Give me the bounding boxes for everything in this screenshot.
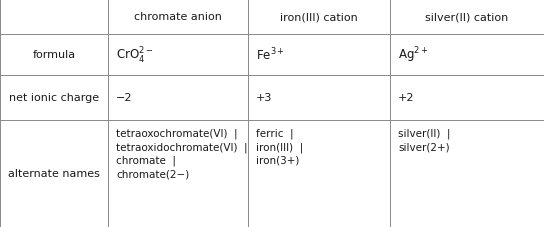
Text: silver(II) cation: silver(II) cation bbox=[425, 12, 509, 22]
Text: +2: +2 bbox=[398, 93, 415, 103]
Text: formula: formula bbox=[33, 50, 76, 60]
Text: $\mathregular{Fe^{3+}}$: $\mathregular{Fe^{3+}}$ bbox=[256, 47, 285, 64]
Text: chromate(2−): chromate(2−) bbox=[116, 169, 189, 179]
Text: tetraoxochromate(VI)  |: tetraoxochromate(VI) | bbox=[116, 128, 238, 139]
Text: +3: +3 bbox=[256, 93, 273, 103]
Text: chromate  |: chromate | bbox=[116, 155, 176, 166]
Text: alternate names: alternate names bbox=[8, 169, 100, 179]
Text: silver(2+): silver(2+) bbox=[398, 142, 450, 152]
Text: tetraoxidochromate(VI)  |: tetraoxidochromate(VI) | bbox=[116, 142, 248, 152]
Text: silver(II)  |: silver(II) | bbox=[398, 128, 450, 139]
Text: −2: −2 bbox=[116, 93, 133, 103]
Text: $\mathregular{CrO_4^{2-}}$: $\mathregular{CrO_4^{2-}}$ bbox=[116, 45, 153, 65]
Text: $\mathregular{Ag^{2+}}$: $\mathregular{Ag^{2+}}$ bbox=[398, 45, 429, 65]
Text: iron(III) cation: iron(III) cation bbox=[280, 12, 358, 22]
Text: iron(III)  |: iron(III) | bbox=[256, 142, 303, 152]
Text: iron(3+): iron(3+) bbox=[256, 155, 299, 165]
Text: net ionic charge: net ionic charge bbox=[9, 93, 99, 103]
Text: ferric  |: ferric | bbox=[256, 128, 294, 139]
Text: chromate anion: chromate anion bbox=[134, 12, 222, 22]
